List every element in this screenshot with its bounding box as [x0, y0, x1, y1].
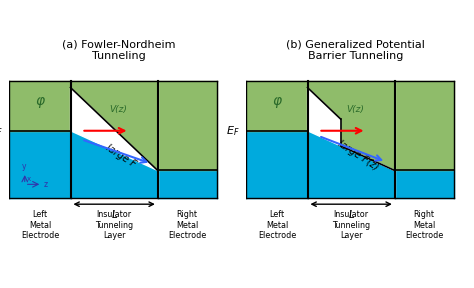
Polygon shape: [395, 81, 454, 170]
Text: V(z): V(z): [346, 105, 365, 114]
Text: Right
Metal
Electrode: Right Metal Electrode: [405, 210, 443, 240]
Polygon shape: [308, 88, 395, 170]
Polygon shape: [9, 131, 71, 198]
Polygon shape: [71, 81, 158, 170]
Polygon shape: [246, 131, 308, 198]
Text: $\varphi$: $\varphi$: [272, 95, 283, 110]
Text: x: x: [27, 176, 31, 182]
Text: Left
Metal
Electrode: Left Metal Electrode: [258, 210, 296, 240]
Text: large F: large F: [104, 143, 137, 169]
Text: Right
Metal
Electrode: Right Metal Electrode: [168, 210, 206, 240]
Text: $E_F$: $E_F$: [227, 124, 240, 138]
Text: Insulator
Tunneling
Layer: Insulator Tunneling Layer: [332, 210, 370, 240]
Polygon shape: [9, 81, 71, 131]
Polygon shape: [71, 81, 158, 198]
Text: z: z: [43, 180, 47, 189]
Polygon shape: [308, 81, 395, 198]
Polygon shape: [308, 81, 395, 170]
Text: $E_F$: $E_F$: [0, 124, 3, 138]
Title: (a) Fowler-Nordheim
Tunneling: (a) Fowler-Nordheim Tunneling: [62, 39, 175, 61]
Polygon shape: [395, 170, 454, 198]
Text: V(z): V(z): [109, 105, 128, 114]
Text: large F(z): large F(z): [336, 139, 380, 173]
Polygon shape: [71, 131, 158, 198]
Text: Left
Metal
Electrode: Left Metal Electrode: [21, 210, 59, 240]
Text: L: L: [111, 210, 117, 220]
Text: $\varphi$: $\varphi$: [35, 95, 46, 110]
Text: Insulator
Tunneling
Layer: Insulator Tunneling Layer: [95, 210, 133, 240]
Polygon shape: [308, 131, 395, 198]
Text: y: y: [21, 162, 26, 171]
Polygon shape: [246, 81, 308, 131]
Polygon shape: [158, 170, 217, 198]
Title: (b) Generalized Potential
Barrier Tunneling: (b) Generalized Potential Barrier Tunnel…: [286, 39, 425, 61]
Text: L: L: [348, 210, 354, 220]
Polygon shape: [71, 88, 158, 170]
Polygon shape: [158, 81, 217, 170]
